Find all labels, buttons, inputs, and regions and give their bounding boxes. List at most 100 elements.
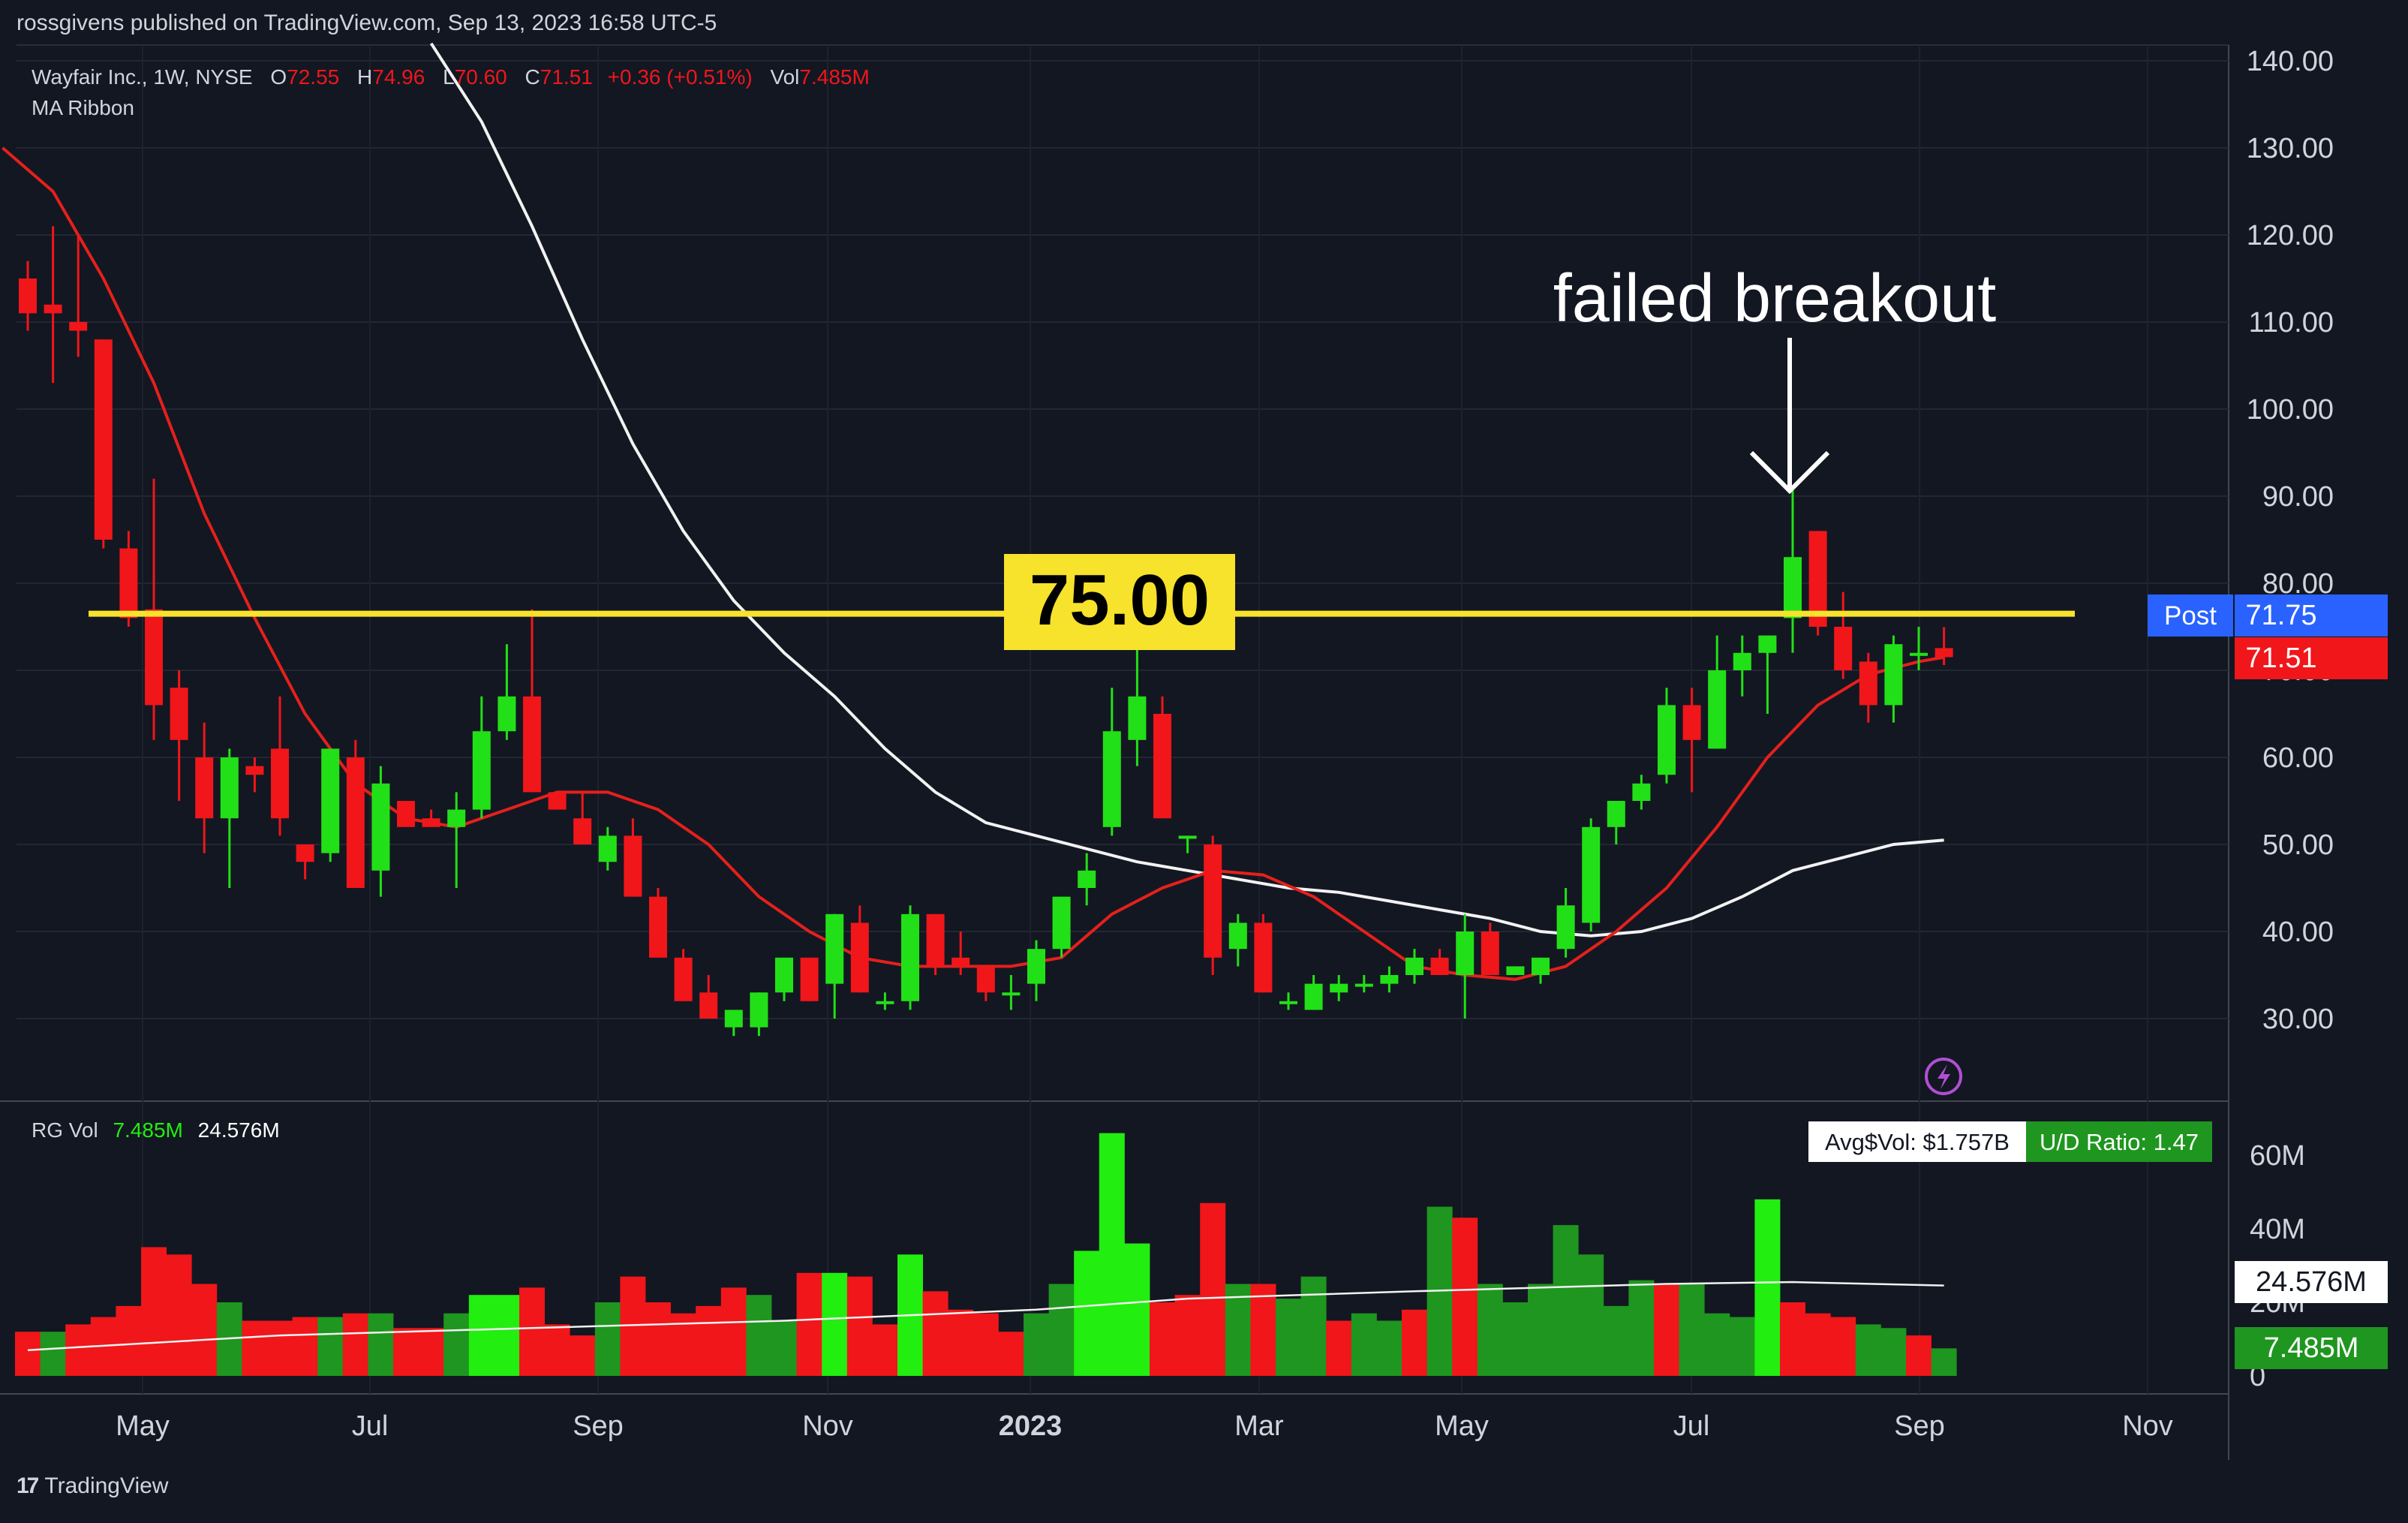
candle-body — [1556, 905, 1575, 950]
candle-body — [19, 278, 37, 314]
candle-body — [1102, 731, 1121, 827]
volume-bar — [418, 1328, 444, 1376]
candle-body — [195, 757, 214, 819]
moving-averages — [2, 42, 1944, 981]
candle-body — [271, 748, 289, 819]
candle-body — [1884, 644, 1903, 706]
candle-body — [1304, 983, 1323, 1010]
candle-body — [1027, 949, 1045, 984]
candle-body — [1279, 1001, 1297, 1004]
svg-text:U/D Ratio: 1.47: U/D Ratio: 1.47 — [2040, 1129, 2199, 1155]
price-tick-label: 110.00 — [2249, 307, 2334, 339]
svg-text:71.51: 71.51 — [2245, 643, 2316, 674]
candle-body — [1078, 870, 1096, 888]
candle-body — [1481, 932, 1499, 975]
candle-body — [976, 966, 995, 993]
time-tick-label: Sep — [573, 1410, 624, 1442]
volume-bar — [443, 1313, 470, 1376]
volume-ma-line — [27, 1281, 1944, 1351]
volume-bar — [1074, 1251, 1100, 1376]
volume-bar — [1024, 1313, 1049, 1376]
volume-bar — [65, 1324, 92, 1376]
candle-body — [371, 783, 390, 871]
volume-bar — [519, 1287, 545, 1376]
volume-bar — [1174, 1295, 1201, 1376]
candle-body — [1582, 826, 1601, 923]
candle-body — [548, 792, 567, 810]
volume-bar — [570, 1335, 596, 1376]
candle-body — [397, 801, 415, 827]
volume-bar — [468, 1295, 495, 1376]
volume-bar — [1704, 1313, 1730, 1376]
candle-body — [498, 696, 516, 732]
candle-body — [951, 957, 970, 967]
candle-body — [447, 809, 466, 827]
price-axis[interactable]: 140.00130.00120.00110.00100.0090.0080.00… — [2247, 46, 2334, 1035]
candle-body — [422, 818, 440, 827]
candle-body — [1405, 957, 1423, 975]
volume-bar — [166, 1254, 192, 1376]
volume-bar — [191, 1284, 218, 1376]
time-tick-label: May — [1435, 1410, 1489, 1442]
volume-bar — [922, 1291, 948, 1376]
volume-bar — [1150, 1302, 1175, 1376]
volume-bar — [1477, 1284, 1503, 1376]
candle-body — [1128, 696, 1147, 740]
volume-bar — [1452, 1217, 1478, 1376]
candle-body — [699, 992, 718, 1019]
candle-body — [170, 688, 188, 740]
time-tick-label: Sep — [1894, 1410, 1945, 1442]
volume-moving-average — [27, 1281, 1944, 1351]
candle-body — [321, 748, 340, 853]
candle-body — [800, 957, 819, 1001]
time-tick-label: Nov — [2122, 1410, 2173, 1442]
publisher-line: rossgivens published on TradingView.com,… — [17, 11, 717, 35]
price-tick-label: 50.00 — [2262, 829, 2334, 861]
volume-bar — [696, 1305, 722, 1376]
volume-bar — [242, 1320, 268, 1376]
volume-bar — [1603, 1305, 1629, 1376]
candle-body — [1330, 983, 1348, 993]
price-tick-label: 100.00 — [2247, 394, 2334, 426]
lightning-icon[interactable] — [1925, 1058, 1962, 1095]
time-tick-label: Jul — [352, 1410, 389, 1442]
volume-bar — [1679, 1284, 1705, 1376]
symbol-legend: Wayfair Inc., 1W, NYSE O72.55 H74.96 L70… — [32, 65, 870, 119]
pane-borders — [0, 44, 2229, 1460]
ma-long-line — [429, 42, 1944, 938]
volume-bar — [544, 1324, 570, 1376]
candle-body — [1935, 648, 1953, 658]
volume-bar — [1830, 1317, 1856, 1376]
candle-body — [1380, 975, 1399, 984]
candle-body — [119, 548, 138, 619]
candle-body — [901, 913, 919, 1001]
volume-bars — [15, 1133, 1957, 1376]
volume-bar — [796, 1272, 822, 1376]
candle-body — [1532, 957, 1550, 975]
time-axis[interactable]: May Jul Sep Nov 2023 Mar May Jul Sep Nov — [116, 1410, 2173, 1442]
avg-dollar-volume-box: Avg$Vol: $1.757B — [1808, 1121, 2026, 1162]
volume-bar — [1099, 1133, 1125, 1376]
volume-bar — [116, 1305, 142, 1376]
time-tick-label: 2023 — [999, 1410, 1063, 1442]
candle-body — [1859, 661, 1877, 706]
volume-bar — [141, 1247, 167, 1376]
candle-body — [850, 923, 869, 993]
price-tick-label: 40.00 — [2262, 917, 2334, 948]
level-label-box: 75.00 — [1004, 554, 1235, 650]
volume-legend: RG Vol 7.485M 24.576M — [32, 1118, 280, 1142]
candle-body — [1708, 670, 1727, 749]
candle-body — [926, 913, 945, 967]
price-tick-label: 30.00 — [2262, 1004, 2334, 1035]
tradingview-logo-icon: 17 — [17, 1473, 39, 1498]
candle-body — [1506, 966, 1525, 975]
footer[interactable]: 17 TradingView — [17, 1473, 168, 1499]
volume-bar — [822, 1272, 848, 1376]
symbol-name: Wayfair Inc., 1W, NYSE — [32, 65, 253, 89]
candle-body — [876, 1001, 894, 1004]
candle-body — [523, 696, 541, 793]
candle-body — [472, 731, 491, 810]
volume-bar — [1300, 1276, 1327, 1376]
price-tick-label: 60.00 — [2262, 742, 2334, 774]
